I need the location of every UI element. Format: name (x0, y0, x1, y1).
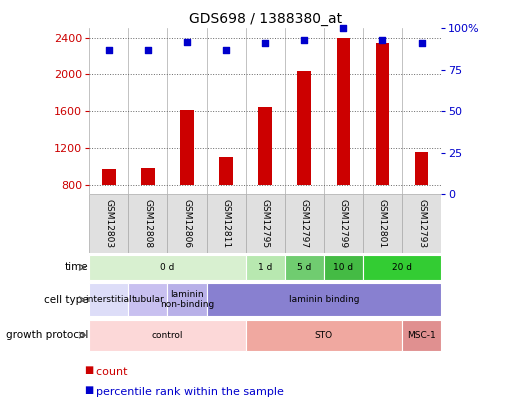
Bar (245, 255, 284, 280)
Text: 5 d: 5 d (297, 263, 311, 272)
Text: time: time (65, 262, 88, 272)
Bar (284, 194, 323, 253)
Point (104, 47, 112, 53)
Text: STO: STO (314, 330, 332, 340)
Point (300, 37, 308, 43)
Bar (128, 194, 167, 253)
Bar (245, 194, 284, 253)
Text: GSM12793: GSM12793 (416, 199, 425, 248)
Bar (180, 109, 193, 185)
Bar (219, 157, 233, 185)
Text: 10 d: 10 d (333, 263, 353, 272)
Text: GSM12797: GSM12797 (299, 199, 308, 248)
Bar (362, 194, 401, 253)
Text: 0 d: 0 d (160, 263, 174, 272)
Text: GSM12808: GSM12808 (143, 199, 152, 248)
Bar (141, 168, 154, 185)
Title: GDS698 / 1388380_at: GDS698 / 1388380_at (188, 12, 341, 26)
Bar (167, 284, 206, 316)
Bar (323, 255, 362, 280)
Point (144, 47, 152, 53)
Bar (89, 255, 245, 280)
Text: interstitial: interstitial (86, 295, 132, 304)
Point (417, 40, 425, 47)
Text: GSM12803: GSM12803 (104, 199, 113, 248)
Bar (284, 255, 323, 280)
Bar (89, 320, 245, 351)
Text: growth protocol: growth protocol (6, 330, 88, 340)
Bar (258, 107, 271, 185)
Bar (362, 255, 440, 280)
Bar (128, 284, 167, 316)
Text: GSM12795: GSM12795 (260, 199, 269, 248)
Bar (89, 284, 128, 316)
Bar (401, 320, 440, 351)
Bar (89, 194, 128, 253)
Bar (336, 38, 350, 185)
Point (221, 47, 230, 53)
Bar (167, 194, 206, 253)
Bar (297, 71, 310, 185)
Text: percentile rank within the sample: percentile rank within the sample (89, 387, 284, 397)
Bar (323, 194, 362, 253)
Bar (375, 43, 388, 185)
Bar (245, 320, 401, 351)
Text: cell type: cell type (44, 295, 88, 305)
Text: 20 d: 20 d (391, 263, 411, 272)
Text: ■: ■ (84, 385, 93, 395)
Bar (102, 168, 116, 185)
Text: laminin binding: laminin binding (288, 295, 358, 304)
Point (261, 40, 269, 47)
Text: laminin
non-binding: laminin non-binding (159, 290, 214, 309)
Text: tubular: tubular (131, 295, 164, 304)
Bar (401, 194, 440, 253)
Text: 1 d: 1 d (258, 263, 272, 272)
Text: control: control (151, 330, 183, 340)
Text: ■: ■ (84, 364, 93, 375)
Bar (206, 284, 440, 316)
Text: GSM12811: GSM12811 (221, 199, 230, 248)
Bar (206, 194, 245, 253)
Point (338, 25, 347, 32)
Text: GSM12799: GSM12799 (338, 199, 347, 248)
Point (183, 38, 191, 45)
Text: GSM12806: GSM12806 (182, 199, 191, 248)
Bar (414, 152, 428, 185)
Text: GSM12801: GSM12801 (377, 199, 386, 248)
Point (378, 37, 386, 43)
Text: count: count (89, 367, 127, 377)
Text: MSC-1: MSC-1 (406, 330, 435, 340)
